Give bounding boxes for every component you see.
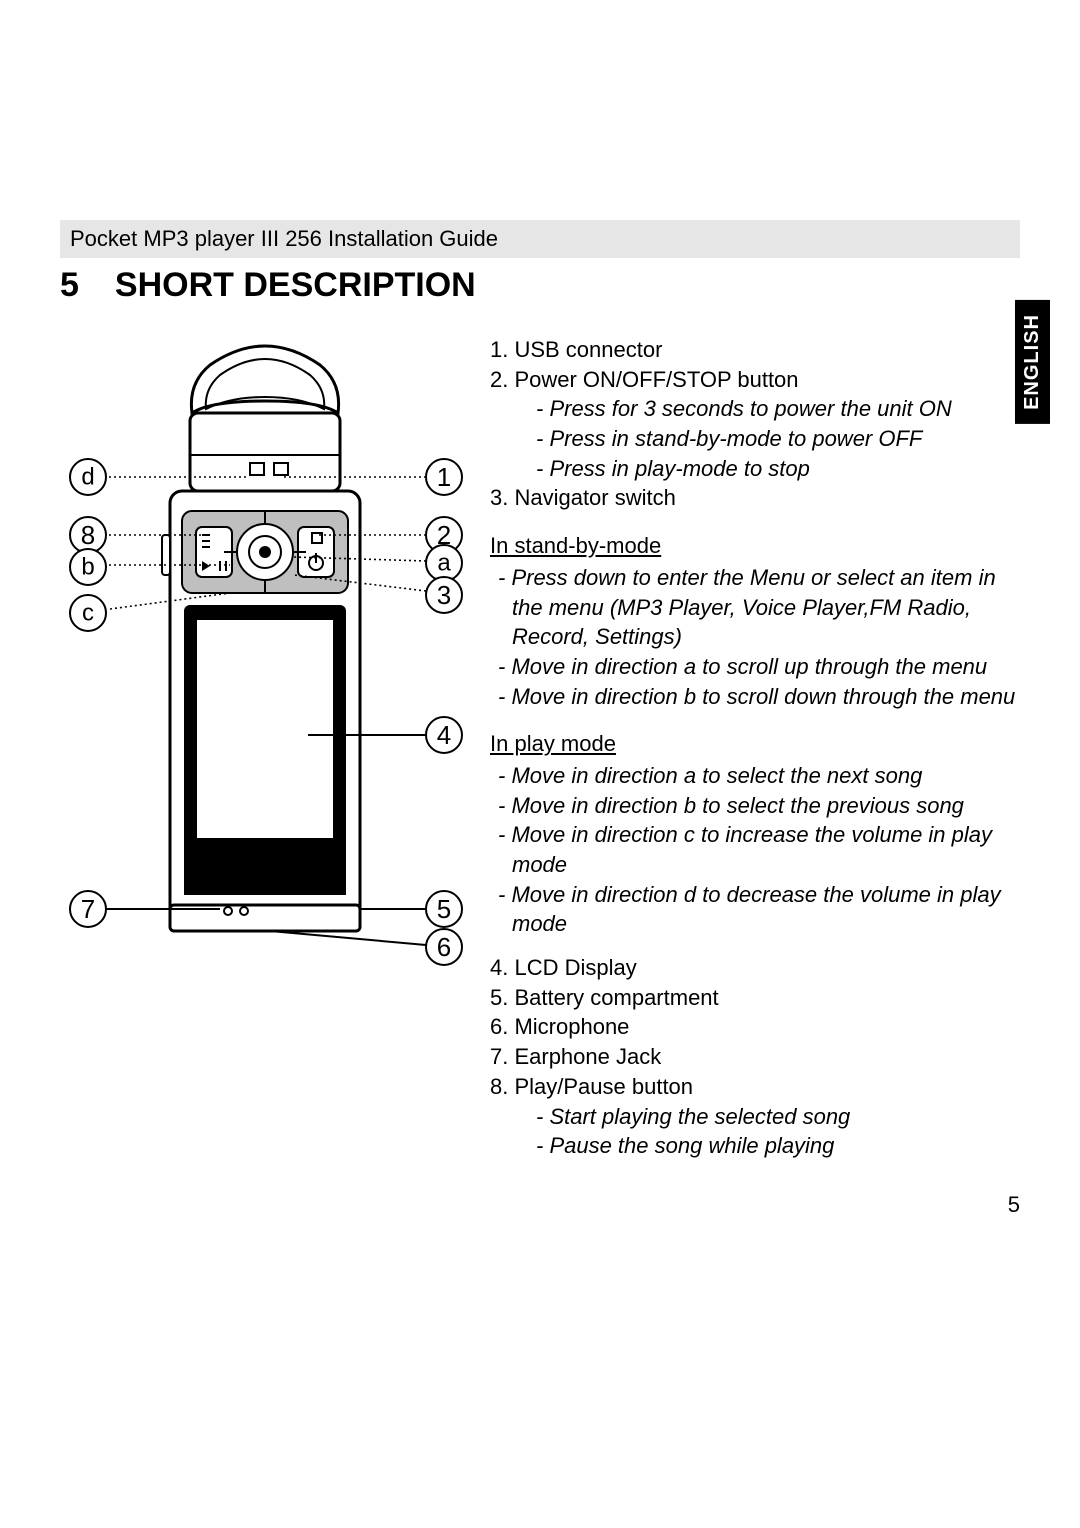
item-2-sub-3: - Press in play-mode to stop xyxy=(536,454,1020,484)
section-title-text: SHORT DESCRIPTION xyxy=(115,266,476,305)
callout-8: 8 xyxy=(81,520,95,550)
callout-4: 4 xyxy=(437,720,451,750)
item-8-sub-2: - Pause the song while playing xyxy=(536,1131,1020,1161)
device-diagram: d 8 b c 7 1 2 a xyxy=(60,335,470,1161)
play-row-1: - Move in direction a to select the next… xyxy=(498,761,1020,791)
callout-b: b xyxy=(81,554,94,581)
item-2-sub-2: - Press in stand-by-mode to power OFF xyxy=(536,424,1020,454)
play-row-3: - Move in direction c to increase the vo… xyxy=(498,820,1020,879)
item-7: 7. Earphone Jack xyxy=(490,1042,1020,1072)
callout-d: d xyxy=(81,464,94,491)
play-mode-title: In play mode xyxy=(490,729,1020,759)
item-2-sub-1: - Press for 3 seconds to power the unit … xyxy=(536,394,1020,424)
item-8-sub-1: - Start playing the selected song xyxy=(536,1102,1020,1132)
callout-7: 7 xyxy=(81,894,95,924)
description-text: 1. USB connector 2. Power ON/OFF/STOP bu… xyxy=(490,335,1020,1161)
standby-row-3: - Move in direction b to scroll down thr… xyxy=(498,682,1020,712)
item-2: 2. Power ON/OFF/STOP button xyxy=(490,365,1020,395)
play-row-2: - Move in direction b to select the prev… xyxy=(498,791,1020,821)
item-5: 5. Battery compartment xyxy=(490,983,1020,1013)
doc-header: Pocket MP3 player III 256 Installation G… xyxy=(60,220,1020,258)
item-3: 3. Navigator switch xyxy=(490,483,1020,513)
callout-6: 6 xyxy=(437,932,451,962)
play-row-4: - Move in direction d to decrease the vo… xyxy=(498,880,1020,939)
item-1: 1. USB connector xyxy=(490,335,1020,365)
standby-mode-title: In stand-by-mode xyxy=(490,531,1020,561)
item-4: 4. LCD Display xyxy=(490,953,1020,983)
callout-1: 1 xyxy=(437,462,451,492)
section-heading: 5 SHORT DESCRIPTION xyxy=(60,266,1020,305)
callout-3: 3 xyxy=(437,580,451,610)
item-6: 6. Microphone xyxy=(490,1012,1020,1042)
callout-c: c xyxy=(82,600,94,627)
callout-5: 5 xyxy=(437,894,451,924)
page-number: 5 xyxy=(1008,1192,1020,1218)
section-number: 5 xyxy=(60,266,79,305)
standby-row-1: - Press down to enter the Menu or select… xyxy=(498,563,1020,652)
callout-a: a xyxy=(437,550,451,577)
standby-row-2: - Move in direction a to scroll up throu… xyxy=(498,652,1020,682)
item-8: 8. Play/Pause button xyxy=(490,1072,1020,1102)
language-tab: ENGLISH xyxy=(1015,300,1050,424)
